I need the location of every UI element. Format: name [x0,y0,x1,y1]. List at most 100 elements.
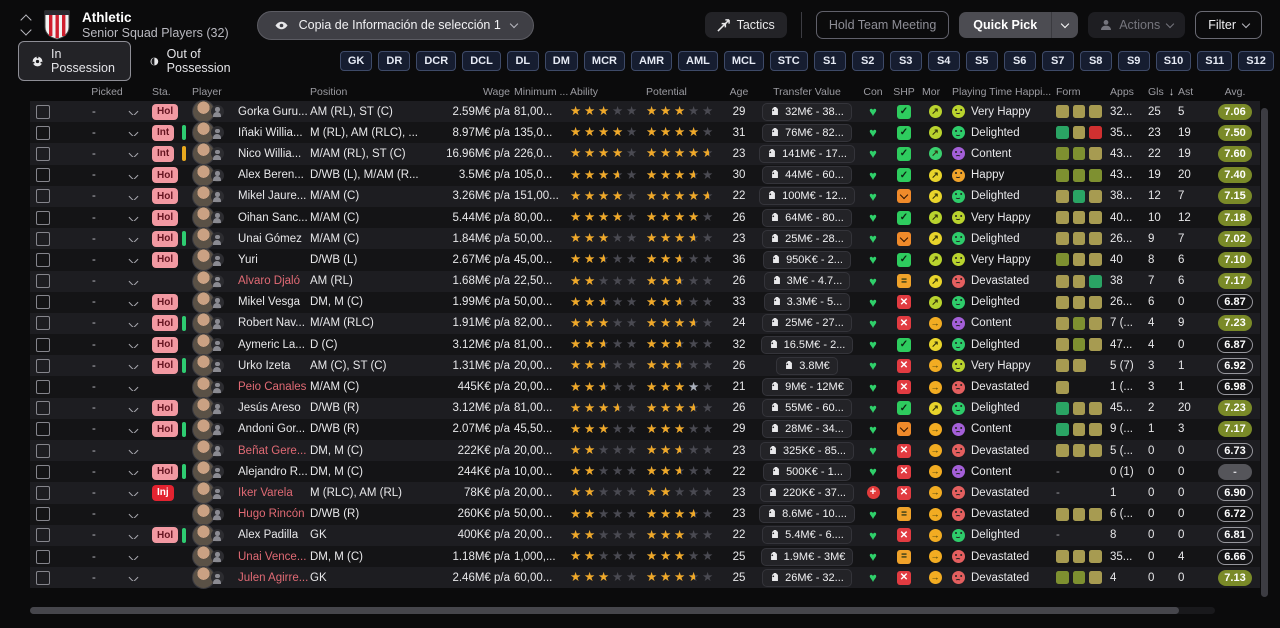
player-name[interactable]: Andoni Gor... [238,423,306,436]
position-filter-s8[interactable]: S8 [1079,51,1112,71]
player-name[interactable]: Oihan Sanc... [238,211,308,224]
position-filter-amr[interactable]: AMR [630,51,673,71]
position-filter-s10[interactable]: S10 [1155,51,1192,71]
position-filter-s3[interactable]: S3 [889,51,922,71]
player-name[interactable]: Jesús Areso [238,402,301,415]
quick-pick-dropdown-button[interactable] [1051,12,1079,38]
row-dropdown-chevron-icon[interactable] [128,192,139,200]
column-header-potential[interactable]: Potential [646,85,687,98]
position-filter-dr[interactable]: DR [378,51,411,71]
table-row[interactable]: - Inj Iker Varela M (RLC), AM (RL) 78K€ p/a 2… [30,481,1260,505]
table-row[interactable]: - Hol Álex Padilla GK 400K€ p/a 20,00... ★ ★ ★ ★ ★… [30,523,1260,547]
row-checkbox[interactable] [36,380,50,395]
column-header-sta[interactable]: Sta. [152,85,171,98]
column-header-player[interactable]: Player [192,85,222,98]
row-checkbox[interactable] [36,507,50,522]
table-row[interactable]: - Peio Canales M/AM (C) 445K€ p/a 20,00... ★ ★… [30,375,1260,399]
position-filter-s4[interactable]: S4 [927,51,960,71]
player-name[interactable]: Iker Varela [238,486,293,499]
quick-pick-button[interactable]: Quick Pick [959,12,1052,38]
row-checkbox[interactable] [36,104,50,119]
table-row[interactable]: - Álvaro Djaló AM (RL) 1.68M€ p/a 22,50... ★ ★… [30,269,1260,293]
row-dropdown-chevron-icon[interactable] [128,214,139,222]
row-checkbox[interactable] [36,210,50,225]
row-dropdown-chevron-icon[interactable] [128,510,139,518]
row-dropdown-chevron-icon[interactable] [128,171,139,179]
player-name[interactable]: Beñat Gere... [238,444,307,457]
row-dropdown-chevron-icon[interactable] [128,574,139,582]
row-checkbox[interactable] [36,422,50,437]
row-dropdown-chevron-icon[interactable] [128,341,139,349]
row-checkbox[interactable] [36,316,50,331]
table-row[interactable]: - Hol Oihan Sanc... M/AM (C) 5.44M€ p/a 80,00… [30,206,1260,230]
vertical-scrollbar[interactable] [1261,108,1268,597]
table-row[interactable]: - Julen Agirre... GK 2.46M€ p/a 60,00... ★ ★ ★ ★… [30,566,1260,590]
position-filter-mcr[interactable]: MCR [583,51,625,71]
row-dropdown-chevron-icon[interactable] [128,256,139,264]
column-header-wage[interactable]: Wage [482,85,510,98]
column-header-ast[interactable]: Ast [1178,85,1194,98]
column-header-ability[interactable]: Ability [570,85,599,98]
position-filter-dcr[interactable]: DCR [416,51,457,71]
player-name[interactable]: Gorka Guru... [238,105,308,118]
position-filter-s2[interactable]: S2 [851,51,884,71]
row-dropdown-chevron-icon[interactable] [128,277,139,285]
position-filter-s1[interactable]: S1 [813,51,846,71]
row-checkbox[interactable] [36,168,50,183]
row-checkbox[interactable] [36,189,50,204]
position-filter-gk[interactable]: GK [339,51,373,71]
position-filter-s12[interactable]: S12 [1238,51,1274,71]
row-checkbox[interactable] [36,443,50,458]
player-name[interactable]: Unai Vence... [238,550,307,563]
horizontal-scrollbar[interactable] [30,607,1215,614]
table-row[interactable]: - Hol Andoni Gor... D/WB (R) 2.07M€ p/a 45,50… [30,417,1260,441]
row-dropdown-chevron-icon[interactable] [128,298,139,306]
row-checkbox[interactable] [36,146,50,161]
table-row[interactable]: - Hol Mikel Jaure... M/AM (C) 3.26M€ p/a 151,… [30,184,1260,208]
row-checkbox[interactable] [36,485,50,500]
column-header-shp[interactable]: SHP [893,85,915,98]
position-filter-dcl[interactable]: DCL [462,51,501,71]
row-checkbox[interactable] [36,401,50,416]
position-filter-s6[interactable]: S6 [1003,51,1036,71]
player-name[interactable]: Urko Izeta [238,359,291,372]
row-dropdown-chevron-icon[interactable] [128,531,139,539]
position-filter-stc[interactable]: STC [769,51,808,71]
row-checkbox[interactable] [36,549,50,564]
row-dropdown-chevron-icon[interactable] [128,404,139,412]
row-checkbox[interactable] [36,337,50,352]
row-checkbox[interactable] [36,464,50,479]
tab-in-possession[interactable]: In Possession [18,41,131,81]
row-checkbox[interactable] [36,125,50,140]
table-row[interactable]: - Hol Urko Izeta AM (C), ST (C) 1.31M€ p/a 20… [30,354,1260,378]
row-checkbox[interactable] [36,358,50,373]
table-row[interactable]: - Int Nico Willia... M/AM (RL), ST (C) 16.96… [30,142,1260,166]
view-selector-dropdown[interactable]: Copia de Información de selección 1 [256,10,534,40]
player-name[interactable]: Robert Nav... [238,317,305,330]
table-row[interactable]: - Hol Robert Nav... M/AM (RLC) 1.91M€ p/a 82,… [30,311,1260,335]
row-dropdown-chevron-icon[interactable] [128,553,139,561]
row-dropdown-chevron-icon[interactable] [128,108,139,116]
row-dropdown-chevron-icon[interactable] [128,235,139,243]
row-dropdown-chevron-icon[interactable] [128,489,139,497]
column-header-avg[interactable]: Avg. [1224,85,1246,98]
row-dropdown-chevron-icon[interactable] [128,150,139,158]
table-row[interactable]: - Hugo Rincón D/WB (R) 260K€ p/a 50,00... ★ ★ ★… [30,502,1260,526]
row-dropdown-chevron-icon[interactable] [128,362,139,370]
player-name[interactable]: Nico Willia... [238,147,302,160]
position-filter-dl[interactable]: DL [506,51,539,71]
table-row[interactable]: - Hol Jesús Areso D/WB (R) 3.12M€ p/a 81,00..… [30,396,1260,420]
row-dropdown-chevron-icon[interactable] [128,468,139,476]
row-dropdown-chevron-icon[interactable] [128,383,139,391]
filter-button[interactable]: Filter [1195,11,1262,39]
player-name[interactable]: Hugo Rincón [238,508,305,521]
column-header-form[interactable]: Form [1056,85,1081,98]
player-name[interactable]: Julen Agirre... [238,571,308,584]
table-row[interactable]: - Hol Álex Beren... D/WB (L), M/AM (R... 3.5… [30,163,1260,187]
table-row[interactable]: - Hol Gorka Guru... AM (RL), ST (C) 2.59M€ p… [30,100,1260,124]
tactics-button[interactable]: Tactics [704,12,787,38]
player-name[interactable]: Álex Beren... [238,169,304,182]
row-dropdown-chevron-icon[interactable] [128,447,139,455]
player-name[interactable]: Álex Padilla [238,529,299,542]
player-name[interactable]: Aymeric La... [238,338,305,351]
